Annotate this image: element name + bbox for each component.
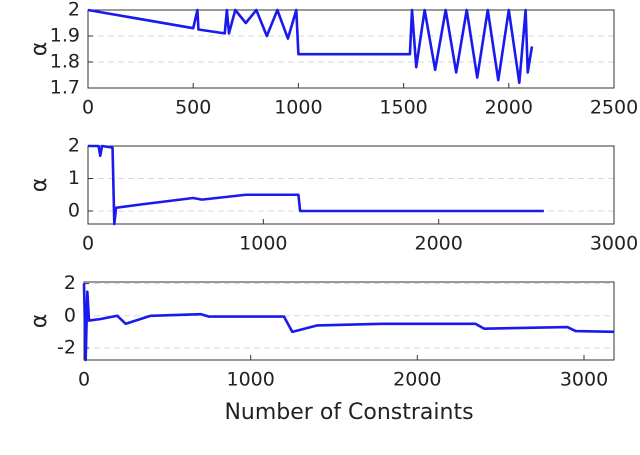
data-line — [82, 283, 615, 362]
x-tick-label: 0 — [82, 97, 94, 119]
axes-frame — [87, 9, 615, 89]
y-axis-label: α — [27, 178, 52, 193]
data-line — [88, 144, 544, 226]
x-tick-label: 2000 — [414, 233, 462, 255]
axes-frame — [87, 145, 615, 225]
x-tick-label: 1500 — [379, 97, 427, 119]
y-tick-label: 0 — [64, 304, 76, 326]
x-tick-label: 2000 — [393, 369, 441, 391]
x-tick-label: 3000 — [560, 369, 608, 391]
y-tick-label: 1 — [68, 167, 80, 189]
x-tick-label: 3000 — [590, 233, 638, 255]
x-axis-label: Number of Constraints — [224, 400, 473, 425]
y-tick-label: 0 — [68, 200, 80, 222]
x-tick-label: 500 — [175, 97, 211, 119]
x-tick-label: 0 — [78, 369, 90, 391]
y-tick-label: 2 — [68, 0, 80, 21]
y-tick-label: -2 — [57, 336, 76, 358]
x-tick-label: 1000 — [239, 233, 287, 255]
x-tick-label: 1000 — [274, 97, 322, 119]
y-tick-label: 1.9 — [50, 25, 80, 47]
y-tick-label: 2 — [68, 135, 80, 157]
y-axis-label: α — [27, 42, 52, 57]
data-line — [87, 8, 534, 85]
y-tick-label: 1.8 — [50, 51, 80, 73]
y-tick-label: 2 — [64, 272, 76, 294]
x-tick-label: 1000 — [226, 369, 274, 391]
y-tick-label: 1.7 — [50, 77, 80, 99]
x-tick-label: 0 — [82, 233, 94, 255]
x-tick-label: 2500 — [590, 97, 638, 119]
y-axis-label: α — [27, 314, 52, 329]
x-tick-label: 2000 — [485, 97, 533, 119]
